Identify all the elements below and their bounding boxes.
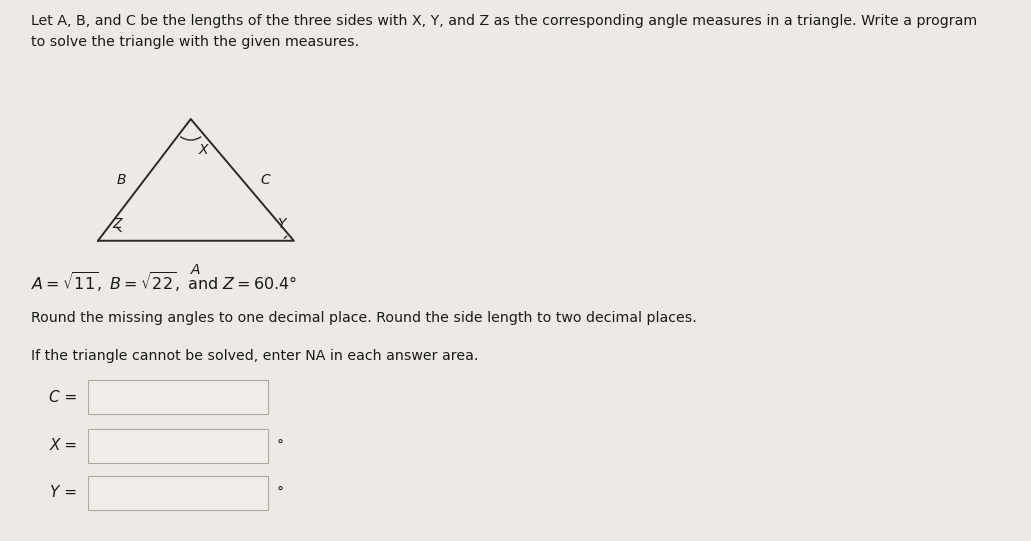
- FancyBboxPatch shape: [88, 476, 268, 510]
- Text: to solve the triangle with the given measures.: to solve the triangle with the given mea…: [31, 35, 359, 49]
- Text: Y: Y: [277, 217, 286, 231]
- Text: B: B: [117, 173, 126, 187]
- Text: °: °: [276, 439, 284, 453]
- Text: C: C: [261, 173, 270, 187]
- Text: Z: Z: [112, 217, 122, 231]
- Text: If the triangle cannot be solved, enter NA in each answer area.: If the triangle cannot be solved, enter …: [31, 349, 478, 363]
- Text: Round the missing angles to one decimal place. Round the side length to two deci: Round the missing angles to one decimal …: [31, 311, 697, 325]
- Text: C =: C =: [49, 390, 77, 405]
- Text: Let A, B, and C be the lengths of the three sides with X, Y, and Z as the corres: Let A, B, and C be the lengths of the th…: [31, 14, 977, 28]
- Text: X =: X =: [49, 438, 77, 453]
- Text: Y =: Y =: [51, 485, 77, 500]
- Text: A: A: [191, 263, 201, 278]
- Text: $A = \sqrt{11},\ B = \sqrt{22},$ and $Z = 60.4°$: $A = \sqrt{11},\ B = \sqrt{22},$ and $Z …: [31, 270, 297, 294]
- FancyBboxPatch shape: [88, 429, 268, 463]
- Text: °: °: [276, 486, 284, 500]
- Text: X: X: [199, 143, 208, 157]
- FancyBboxPatch shape: [88, 380, 268, 414]
